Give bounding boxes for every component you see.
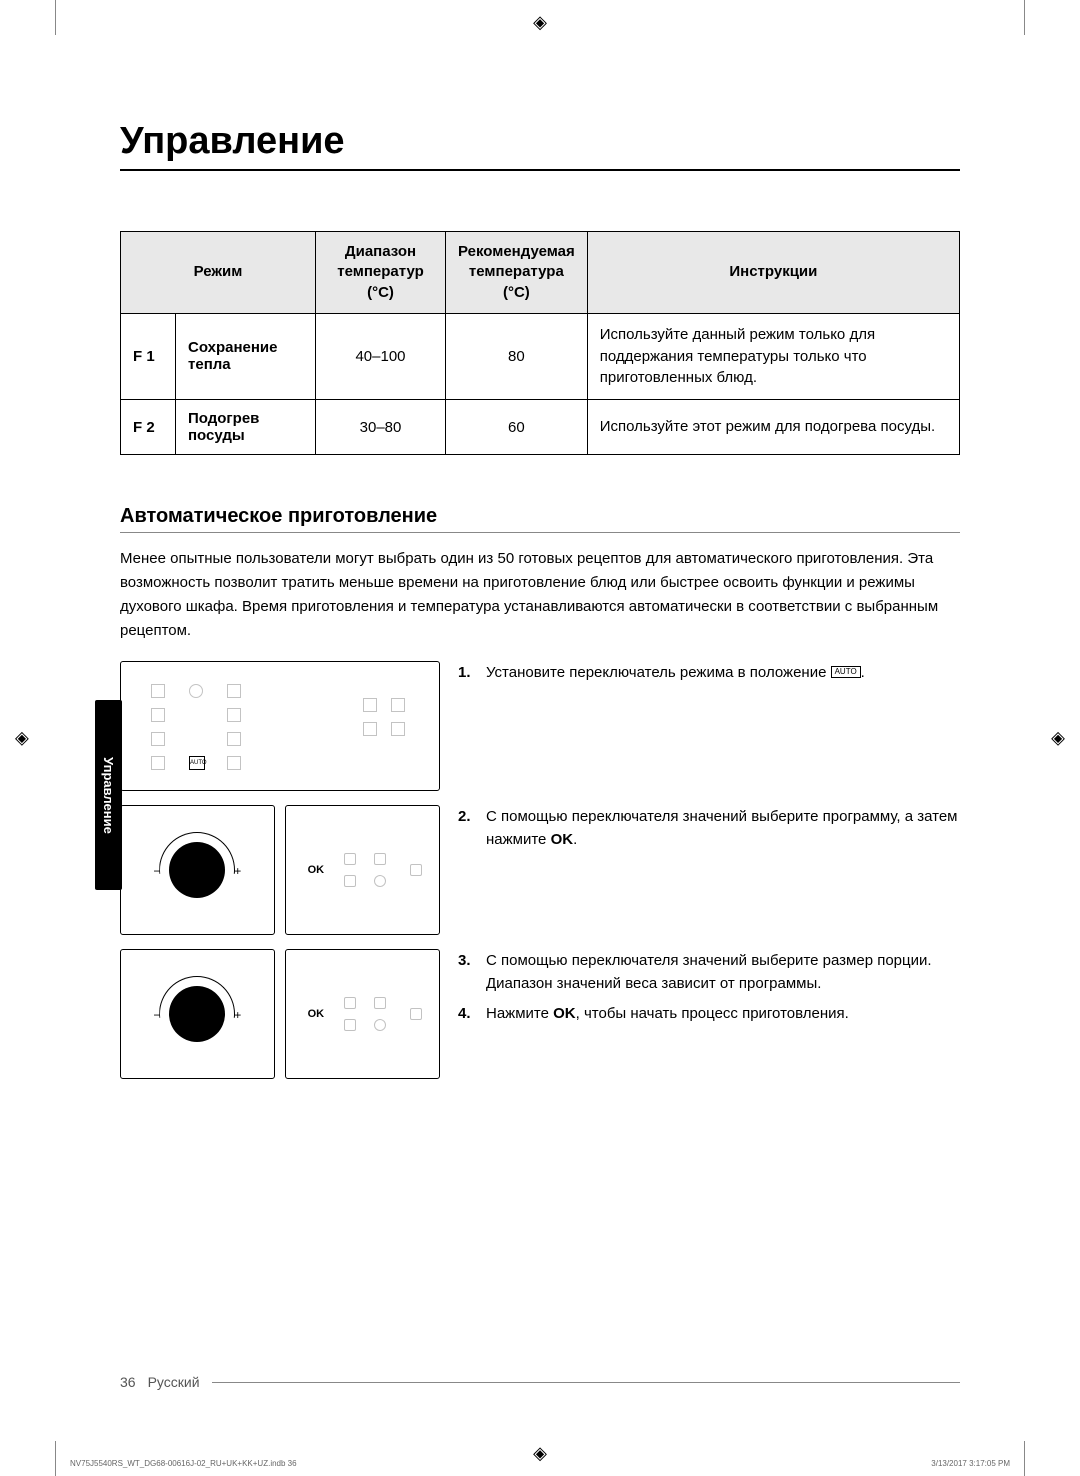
thermometer-icon — [344, 997, 356, 1009]
cell-instructions: Используйте этот режим для подогрева пос… — [587, 400, 959, 455]
print-timestamp: 3/13/2017 3:17:05 PM — [931, 1459, 1010, 1468]
mode-icon — [227, 756, 241, 770]
step-2: − + OK 2. — [120, 805, 960, 935]
mode-icon — [363, 698, 377, 712]
step-1: AUTO 1. Установите п — [120, 661, 960, 791]
mode-icon — [151, 756, 165, 770]
ok-bold: OK — [551, 831, 574, 848]
back-icon — [344, 875, 356, 887]
value-dial-panel: − + — [120, 805, 275, 935]
page-content: Управление Режим Диапазон температур (°C… — [65, 60, 1015, 1416]
print-footer: NV75J5540RS_WT_DG68-00616J-02_RU+UK+KK+U… — [70, 1459, 1010, 1468]
page-footer: 36 Русский — [120, 1374, 960, 1390]
th-mode: Режим — [121, 232, 316, 314]
print-file: NV75J5540RS_WT_DG68-00616J-02_RU+UK+KK+U… — [70, 1459, 297, 1468]
side-tab: Управление — [95, 700, 122, 890]
thermometer-icon — [344, 853, 356, 865]
cell-instructions: Используйте данный режим только для подд… — [587, 313, 959, 399]
cell-range: 30–80 — [316, 400, 446, 455]
crop-mark — [55, 1441, 56, 1476]
step-text: С помощью переключателя значений выберит… — [486, 949, 960, 996]
step-item: 3. С помощью переключателя значений выбе… — [458, 949, 960, 996]
step-item: 2. С помощью переключателя значений выбе… — [458, 805, 960, 852]
page-number: 36 — [120, 1374, 136, 1390]
step-text-part: , чтобы начать процесс приготовления. — [576, 1005, 849, 1022]
step-text: Нажмите OK, чтобы начать процесс пригото… — [486, 1002, 849, 1025]
mode-icon — [391, 722, 405, 736]
back-icon — [344, 1019, 356, 1031]
mode-icon — [227, 708, 241, 722]
minus-label: − — [153, 1008, 160, 1022]
panel-icons — [344, 853, 390, 887]
step-text-part: . — [573, 831, 577, 848]
step-number: 3. — [458, 949, 476, 996]
value-dial-panel: − + — [120, 949, 275, 1079]
light-icon — [374, 853, 386, 865]
step-number: 4. — [458, 1002, 476, 1025]
mode-icon — [151, 732, 165, 746]
light-icon — [374, 997, 386, 1009]
mode-dial-panel: AUTO — [120, 661, 440, 791]
plus-label: + — [234, 1008, 241, 1022]
step-item: 4. Нажмите OK, чтобы начать процесс приг… — [458, 1002, 960, 1025]
crop-mark — [1024, 1441, 1025, 1476]
steps-container: AUTO 1. Установите п — [120, 661, 960, 1079]
section-intro: Менее опытные пользователи могут выбрать… — [120, 547, 960, 643]
lock-icon — [410, 864, 422, 876]
lock-icon — [410, 1008, 422, 1020]
panel-icons — [344, 997, 390, 1031]
registration-mark-icon: ◈ — [1051, 728, 1065, 749]
cell-recommended: 80 — [446, 313, 588, 399]
th-range: Диапазон температур (°C) — [316, 232, 446, 314]
crop-mark — [1024, 0, 1025, 35]
cell-recommended: 60 — [446, 400, 588, 455]
step-text: С помощью переключателя значений выберит… — [486, 805, 960, 852]
ok-label: OK — [308, 864, 325, 876]
mode-icon — [227, 684, 241, 698]
plus-label: + — [234, 864, 241, 878]
cell-code: F 1 — [121, 313, 176, 399]
lang-label: Русский — [148, 1374, 200, 1390]
cell-range: 40–100 — [316, 313, 446, 399]
auto-mode-icon: AUTO — [189, 756, 205, 770]
th-recommended: Рекомендуемая температура (°C) — [446, 232, 588, 314]
cell-mode: Подогрев посуды — [176, 400, 316, 455]
cell-code: F 2 — [121, 400, 176, 455]
th-instructions: Инструкции — [587, 232, 959, 314]
table-row: F 2 Подогрев посуды 30–80 60 Используйте… — [121, 400, 960, 455]
auto-inline-icon: AUTO — [831, 666, 861, 678]
registration-mark-icon: ◈ — [15, 728, 29, 749]
cell-mode: Сохранение тепла — [176, 313, 316, 399]
mode-icon — [189, 684, 203, 698]
step-number: 1. — [458, 661, 476, 684]
step-number: 2. — [458, 805, 476, 852]
table-row: F 1 Сохранение тепла 40–100 80 Используй… — [121, 313, 960, 399]
footer-rule — [212, 1382, 960, 1383]
registration-mark-icon: ◈ — [533, 12, 547, 33]
ok-panel: OK — [285, 805, 440, 935]
ok-panel: OK — [285, 949, 440, 1079]
modes-table: Режим Диапазон температур (°C) Рекоменду… — [120, 231, 960, 455]
minus-label: − — [153, 864, 160, 878]
page-title: Управление — [120, 120, 960, 171]
section-title: Автоматическое приготовление — [120, 505, 960, 533]
step-text-part: Установите переключатель режима в положе… — [486, 664, 831, 681]
timer-icon — [374, 875, 386, 887]
crop-mark — [55, 0, 56, 35]
step-item: 1. Установите переключатель режима в пол… — [458, 661, 960, 684]
step-text-part: Нажмите — [486, 1005, 553, 1022]
ok-label: OK — [308, 1008, 325, 1020]
timer-icon — [374, 1019, 386, 1031]
mode-icon — [227, 732, 241, 746]
mode-icon — [363, 722, 377, 736]
step-text-part: . — [861, 664, 865, 681]
mode-icon — [151, 708, 165, 722]
ok-bold: OK — [553, 1005, 576, 1022]
mode-icon — [151, 684, 165, 698]
step-text: Установите переключатель режима в положе… — [486, 661, 865, 684]
mode-icon — [391, 698, 405, 712]
step-3-4: − + OK 3. — [120, 949, 960, 1079]
